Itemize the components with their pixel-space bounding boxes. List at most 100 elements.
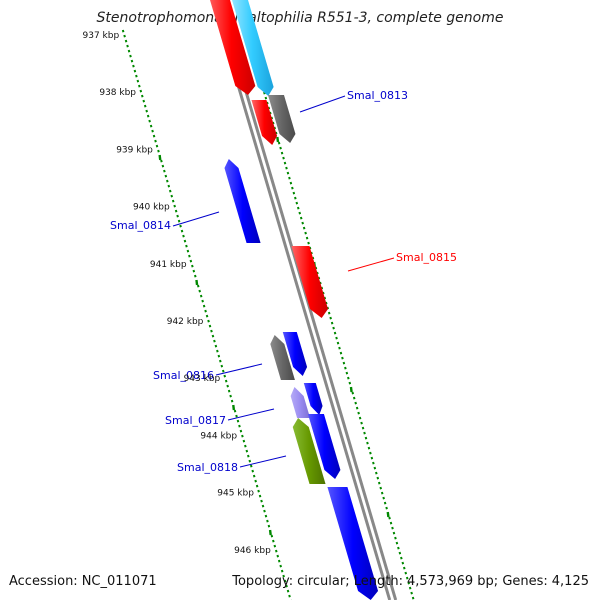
scale-dot: [236, 419, 240, 423]
gene-arrow-red[interactable]: [207, 0, 256, 95]
scale-dot: [397, 546, 400, 550]
gene-arrow-olive[interactable]: [292, 418, 326, 484]
scale-dot: [233, 409, 237, 413]
scale-dot: [257, 489, 260, 493]
scale-dot: [358, 416, 362, 420]
scale-dot: [185, 244, 188, 248]
accession-value: NC_011071: [81, 574, 157, 589]
scale-dot: [283, 579, 287, 583]
scale-dot: [167, 184, 171, 188]
gene-label[interactable]: Smal_0813: [347, 89, 408, 102]
scale-dot: [386, 511, 390, 518]
gene-arrow-blue[interactable]: [307, 414, 341, 479]
scale-dot: [275, 549, 278, 553]
scale-dot: [369, 451, 372, 455]
gene-label[interactable]: Smal_0815: [396, 251, 457, 264]
scale-dot: [226, 384, 229, 388]
gene-arrow-blue[interactable]: [303, 383, 323, 415]
scale-dot: [163, 169, 166, 173]
scale-dot: [344, 366, 347, 370]
gene-arrow-purple[interactable]: [290, 387, 311, 418]
gene-label[interactable]: Smal_0817: [165, 414, 226, 427]
gene-label[interactable]: Smal_0816: [153, 369, 214, 382]
scale-dot: [276, 136, 280, 143]
scale-dot: [394, 536, 397, 540]
scale-dot: [194, 274, 197, 278]
scale-dot: [171, 199, 175, 203]
gene-arrow-cyan[interactable]: [231, 0, 274, 96]
scale-dot: [329, 316, 332, 320]
scale-dot: [133, 69, 137, 73]
topology-key: Topology:: [232, 574, 294, 589]
scale-dot: [191, 264, 194, 268]
scale-dot: [357, 411, 360, 415]
gene-arrow-red[interactable]: [251, 100, 278, 145]
scale-dot: [136, 79, 140, 83]
scale-dot: [160, 159, 163, 163]
scale-dot: [289, 181, 293, 185]
scale-dot: [149, 124, 153, 128]
scale-dot: [242, 439, 246, 443]
scale-dot: [192, 269, 196, 273]
gene-arrow-blue[interactable]: [224, 159, 261, 243]
scale-dot: [121, 29, 125, 33]
scale-dot: [210, 329, 213, 333]
scale-dot: [285, 166, 288, 170]
gene-arrow-gray[interactable]: [267, 95, 296, 143]
gene-arrow-blue[interactable]: [327, 487, 379, 600]
genome-summary: Topology: circular; Length: 4,573,969 bp; …: [232, 574, 589, 589]
scale-dot: [305, 236, 309, 240]
scale-dot: [129, 54, 132, 58]
scale-dot: [249, 464, 253, 468]
scale-dot: [405, 576, 409, 580]
scale-dot: [408, 586, 412, 590]
scale-dot: [255, 484, 259, 488]
scale-dot: [220, 364, 224, 368]
length-key: Length:: [353, 574, 403, 589]
genes-key: Genes:: [502, 574, 548, 589]
scale-dot: [143, 104, 147, 108]
scale-dot: [277, 559, 281, 563]
scale-dot: [138, 84, 141, 88]
scale-dot: [407, 581, 410, 585]
scale-dot: [291, 186, 294, 190]
scale-dot: [294, 196, 297, 200]
scale-dot: [347, 376, 350, 380]
scale-dot: [361, 426, 365, 430]
scale-dot: [277, 141, 281, 145]
scale-dot: [207, 319, 210, 323]
scale-dot: [208, 324, 212, 328]
scale-dot: [288, 594, 291, 598]
scale-dot: [295, 201, 299, 205]
scale-dot: [299, 216, 303, 220]
accession-key: Accession:: [9, 574, 78, 589]
scale-dot: [335, 336, 338, 340]
scale-dot: [227, 389, 231, 393]
scale-dot: [354, 401, 357, 405]
scale-dot: [380, 491, 384, 495]
scale-dot: [282, 156, 285, 160]
scale-dot: [373, 466, 377, 470]
scale-dot: [158, 154, 162, 161]
scale-dot: [135, 74, 138, 78]
gene-arrow-red[interactable]: [291, 246, 329, 318]
scale-dot: [126, 44, 129, 48]
scale-dot: [363, 431, 366, 435]
scale-dot: [155, 144, 159, 148]
gene-arrow-gray[interactable]: [270, 335, 295, 380]
scale-dot: [142, 99, 146, 103]
scale-dot: [376, 476, 380, 480]
gene-arrow-blue[interactable]: [282, 332, 308, 376]
backbone-line: [211, 0, 392, 600]
scale-dot: [170, 194, 173, 198]
scale-dot: [367, 446, 371, 450]
gene-label[interactable]: Smal_0818: [177, 461, 238, 474]
scale-tick-label: 946 kbp: [234, 546, 271, 556]
scale-tick-labels: 937 kbp 938 kbp 939 kbp 940 kbp 941 kbp 942 k…: [83, 31, 272, 556]
scale-dot: [164, 174, 168, 178]
scale-dot: [148, 119, 151, 123]
scale-dot: [333, 331, 337, 335]
scale-dot: [298, 211, 301, 215]
gene-label[interactable]: Smal_0814: [110, 219, 171, 232]
